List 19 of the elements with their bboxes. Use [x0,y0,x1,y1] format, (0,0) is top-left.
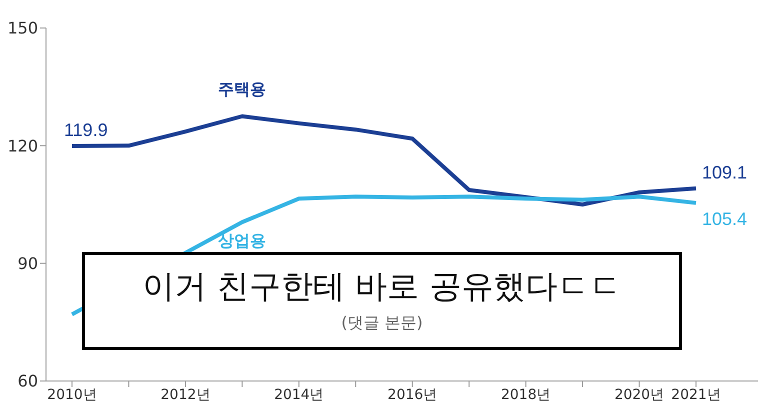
annotation: 이거 친구한테 바로 공유했다ㄷㄷ [142,266,622,307]
data-label: 105.4 [702,208,748,229]
data-label: 109.1 [702,162,748,182]
annotation: (댓글 본문) [340,313,424,334]
caption-box: 이거 친구한테 바로 공유했다ㄷㄷ (댓글 본문) [82,252,682,350]
y-tick-label: 90 [18,254,38,274]
data-label: 119.9 [64,120,108,140]
series-label: 주택용 [218,79,266,98]
x-tick-label: 2010년 [47,386,97,403]
y-tick-label: 120 [7,136,38,156]
x-tick-label: 2016년 [388,386,438,403]
x-tick-label: 2021년 [671,386,721,403]
x-tick-label: 2012년 [160,386,210,403]
y-tick-label: 150 [7,18,38,38]
x-tick-label: 2020년 [614,386,664,403]
x-tick-label: 2014년 [274,386,324,403]
x-tick-label: 2018년 [501,386,551,403]
series-label: 상업용 [218,231,266,250]
y-tick-label: 60 [18,372,38,391]
